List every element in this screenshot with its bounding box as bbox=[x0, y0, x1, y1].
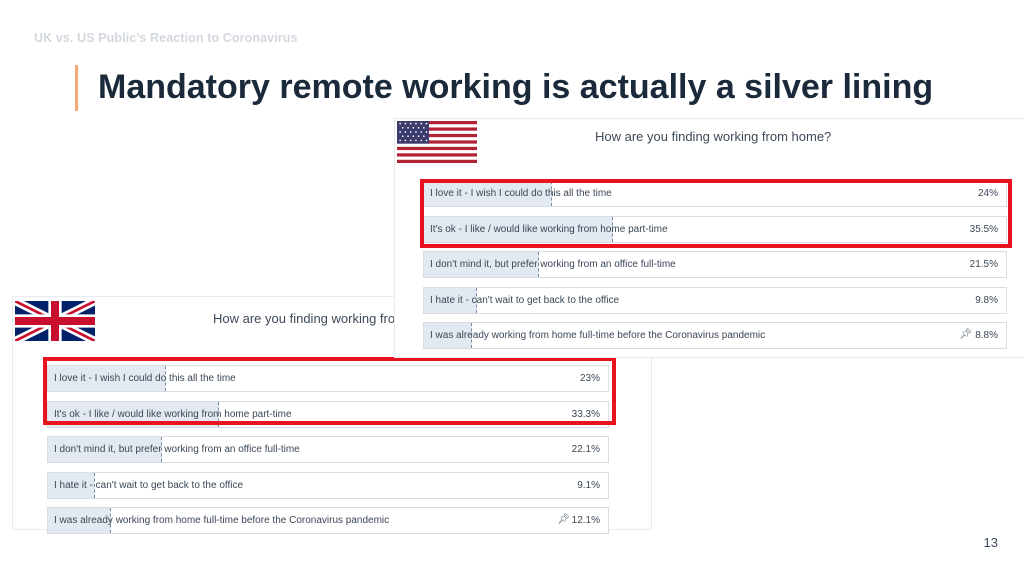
pin-icon: 📌︎ bbox=[959, 329, 972, 340]
result-bar bbox=[424, 181, 553, 206]
option-label: It's ok - I like / would like working fr… bbox=[54, 408, 292, 420]
option-percent: 8.8% bbox=[975, 330, 998, 341]
slide-title: Mandatory remote working is actually a s… bbox=[98, 68, 934, 106]
option-percent: 24% bbox=[977, 188, 998, 199]
uk-poll-options: I love it - I wish I could do this all t… bbox=[47, 365, 609, 543]
poll-option[interactable]: I was already working from home full-tim… bbox=[423, 322, 1007, 349]
poll-option[interactable]: I hate it - can't wait to get back to th… bbox=[423, 286, 1007, 314]
poll-option[interactable]: I love it - I wish I could do this all t… bbox=[423, 180, 1007, 207]
option-label: I hate it - can't wait to get back to th… bbox=[430, 294, 620, 306]
option-label: I love it - I wish I could do this all t… bbox=[430, 188, 612, 199]
us-poll-panel: How are you finding working from home? I… bbox=[394, 118, 1024, 358]
result-bar bbox=[424, 216, 613, 242]
slide-kicker: UK vs. US Public’s Reaction to Coronavir… bbox=[34, 31, 298, 45]
option-label: I love it - I wish I could do this all t… bbox=[54, 373, 236, 384]
poll-option[interactable]: I was already working from home full-tim… bbox=[47, 507, 609, 534]
poll-option[interactable]: I don't mind it, but prefer working from… bbox=[47, 436, 609, 463]
us-flag-icon bbox=[397, 121, 477, 163]
us-poll-question: How are you finding working from home? bbox=[595, 129, 832, 144]
result-bar bbox=[424, 252, 539, 277]
option-percent: 33.3% bbox=[571, 408, 600, 420]
option-percent: 23% bbox=[579, 373, 600, 384]
result-bar bbox=[48, 472, 96, 498]
result-bar bbox=[48, 366, 167, 391]
option-label: I was already working from home full-tim… bbox=[430, 330, 766, 341]
us-poll-options: I love it - I wish I could do this all t… bbox=[423, 180, 1007, 358]
result-bar bbox=[48, 508, 111, 533]
option-percent: 35.5% bbox=[969, 223, 998, 235]
result-bar bbox=[424, 323, 472, 348]
result-bar bbox=[424, 287, 477, 313]
page-number: 13 bbox=[983, 535, 998, 550]
pin-icon: 📌︎ bbox=[557, 514, 570, 525]
poll-option[interactable]: I love it - I wish I could do this all t… bbox=[47, 365, 609, 392]
option-percent: 22.1% bbox=[571, 444, 600, 455]
option-percent: 12.1% bbox=[571, 515, 600, 526]
option-label: I was already working from home full-tim… bbox=[54, 515, 390, 526]
poll-option[interactable]: I hate it - can't wait to get back to th… bbox=[47, 471, 609, 499]
uk-flag-icon bbox=[15, 301, 95, 341]
poll-option[interactable]: I don't mind it, but prefer working from… bbox=[423, 251, 1007, 278]
option-percent: 9.8% bbox=[975, 294, 998, 306]
poll-option[interactable]: It's ok - I like / would like working fr… bbox=[47, 400, 609, 428]
option-percent: 21.5% bbox=[969, 259, 998, 270]
option-label: I don't mind it, but prefer working from… bbox=[54, 444, 300, 455]
option-label: It's ok - I like / would like working fr… bbox=[430, 223, 668, 235]
result-bar bbox=[48, 437, 162, 462]
title-accent-bar bbox=[75, 65, 78, 111]
uk-poll-question: How are you finding working fron bbox=[213, 311, 403, 326]
poll-option[interactable]: It's ok - I like / would like working fr… bbox=[423, 215, 1007, 243]
option-percent: 9.1% bbox=[577, 479, 600, 491]
option-label: I hate it - can't wait to get back to th… bbox=[54, 479, 244, 491]
option-label: I don't mind it, but prefer working from… bbox=[430, 259, 676, 270]
